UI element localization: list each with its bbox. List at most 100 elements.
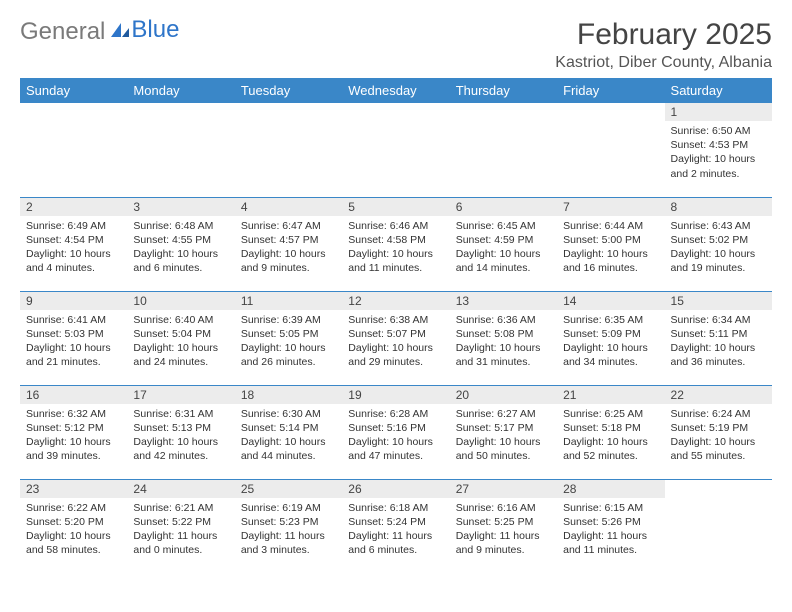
sunrise-text: Sunrise: 6:44 AM	[563, 219, 658, 233]
daylight-text: Daylight: 10 hours and 21 minutes.	[26, 341, 121, 369]
day-cell: 28Sunrise: 6:15 AMSunset: 5:26 PMDayligh…	[557, 479, 664, 573]
sunset-text: Sunset: 5:22 PM	[133, 515, 228, 529]
sunset-text: Sunset: 5:12 PM	[26, 421, 121, 435]
day-details: Sunrise: 6:32 AMSunset: 5:12 PMDaylight:…	[20, 404, 127, 468]
sunset-text: Sunset: 4:53 PM	[671, 138, 766, 152]
daylight-text: Daylight: 10 hours and 50 minutes.	[456, 435, 551, 463]
sunrise-text: Sunrise: 6:27 AM	[456, 407, 551, 421]
sunset-text: Sunset: 5:05 PM	[241, 327, 336, 341]
day-cell	[20, 103, 127, 197]
daylight-text: Daylight: 10 hours and 11 minutes.	[348, 247, 443, 275]
sunrise-text: Sunrise: 6:47 AM	[241, 219, 336, 233]
day-details: Sunrise: 6:24 AMSunset: 5:19 PMDaylight:…	[665, 404, 772, 468]
daylight-text: Daylight: 10 hours and 4 minutes.	[26, 247, 121, 275]
day-details: Sunrise: 6:27 AMSunset: 5:17 PMDaylight:…	[450, 404, 557, 468]
daylight-text: Daylight: 11 hours and 6 minutes.	[348, 529, 443, 557]
daylight-text: Daylight: 10 hours and 31 minutes.	[456, 341, 551, 369]
day-details: Sunrise: 6:39 AMSunset: 5:05 PMDaylight:…	[235, 310, 342, 374]
sunrise-text: Sunrise: 6:32 AM	[26, 407, 121, 421]
daylight-text: Daylight: 10 hours and 29 minutes.	[348, 341, 443, 369]
sunrise-text: Sunrise: 6:46 AM	[348, 219, 443, 233]
day-number: 25	[235, 480, 342, 498]
day-details: Sunrise: 6:48 AMSunset: 4:55 PMDaylight:…	[127, 216, 234, 280]
sunset-text: Sunset: 5:04 PM	[133, 327, 228, 341]
daylight-text: Daylight: 10 hours and 2 minutes.	[671, 152, 766, 180]
sunset-text: Sunset: 5:16 PM	[348, 421, 443, 435]
daylight-text: Daylight: 10 hours and 24 minutes.	[133, 341, 228, 369]
daylight-text: Daylight: 10 hours and 36 minutes.	[671, 341, 766, 369]
day-cell: 25Sunrise: 6:19 AMSunset: 5:23 PMDayligh…	[235, 479, 342, 573]
logo: General Blue	[20, 18, 179, 46]
week-row: 16Sunrise: 6:32 AMSunset: 5:12 PMDayligh…	[20, 385, 772, 479]
day-cell: 11Sunrise: 6:39 AMSunset: 5:05 PMDayligh…	[235, 291, 342, 385]
day-cell: 27Sunrise: 6:16 AMSunset: 5:25 PMDayligh…	[450, 479, 557, 573]
sunrise-text: Sunrise: 6:31 AM	[133, 407, 228, 421]
week-row: 23Sunrise: 6:22 AMSunset: 5:20 PMDayligh…	[20, 479, 772, 573]
day-details: Sunrise: 6:41 AMSunset: 5:03 PMDaylight:…	[20, 310, 127, 374]
day-cell: 5Sunrise: 6:46 AMSunset: 4:58 PMDaylight…	[342, 197, 449, 291]
sunrise-text: Sunrise: 6:40 AM	[133, 313, 228, 327]
day-details: Sunrise: 6:36 AMSunset: 5:08 PMDaylight:…	[450, 310, 557, 374]
sunset-text: Sunset: 5:25 PM	[456, 515, 551, 529]
sunrise-text: Sunrise: 6:35 AM	[563, 313, 658, 327]
day-number: 14	[557, 292, 664, 310]
day-header-row: Sunday Monday Tuesday Wednesday Thursday…	[20, 78, 772, 103]
sunrise-text: Sunrise: 6:24 AM	[671, 407, 766, 421]
sunrise-text: Sunrise: 6:25 AM	[563, 407, 658, 421]
daylight-text: Daylight: 10 hours and 42 minutes.	[133, 435, 228, 463]
day-cell: 18Sunrise: 6:30 AMSunset: 5:14 PMDayligh…	[235, 385, 342, 479]
day-number: 13	[450, 292, 557, 310]
day-cell: 1 Sunrise: 6:50 AMSunset: 4:53 PMDaylight…	[665, 103, 772, 197]
day-number: 5	[342, 198, 449, 216]
day-cell: 10Sunrise: 6:40 AMSunset: 5:04 PMDayligh…	[127, 291, 234, 385]
sunrise-text: Sunrise: 6:48 AM	[133, 219, 228, 233]
daylight-text: Daylight: 11 hours and 3 minutes.	[241, 529, 336, 557]
sunset-text: Sunset: 5:19 PM	[671, 421, 766, 435]
day-cell: 8Sunrise: 6:43 AMSunset: 5:02 PMDaylight…	[665, 197, 772, 291]
col-tue: Tuesday	[235, 78, 342, 103]
daylight-text: Daylight: 10 hours and 6 minutes.	[133, 247, 228, 275]
daylight-text: Daylight: 10 hours and 39 minutes.	[26, 435, 121, 463]
day-cell	[557, 103, 664, 197]
sunset-text: Sunset: 5:23 PM	[241, 515, 336, 529]
daylight-text: Daylight: 10 hours and 55 minutes.	[671, 435, 766, 463]
day-cell: 4Sunrise: 6:47 AMSunset: 4:57 PMDaylight…	[235, 197, 342, 291]
day-number: 1	[665, 103, 772, 121]
col-thu: Thursday	[450, 78, 557, 103]
day-details: Sunrise: 6:22 AMSunset: 5:20 PMDaylight:…	[20, 498, 127, 562]
day-number: 3	[127, 198, 234, 216]
sunrise-text: Sunrise: 6:38 AM	[348, 313, 443, 327]
day-cell: 7Sunrise: 6:44 AMSunset: 5:00 PMDaylight…	[557, 197, 664, 291]
day-details: Sunrise: 6:15 AMSunset: 5:26 PMDaylight:…	[557, 498, 664, 562]
day-details: Sunrise: 6:38 AMSunset: 5:07 PMDaylight:…	[342, 310, 449, 374]
col-wed: Wednesday	[342, 78, 449, 103]
day-details: Sunrise: 6:18 AMSunset: 5:24 PMDaylight:…	[342, 498, 449, 562]
day-details: Sunrise: 6:46 AMSunset: 4:58 PMDaylight:…	[342, 216, 449, 280]
col-sun: Sunday	[20, 78, 127, 103]
day-number: 27	[450, 480, 557, 498]
daylight-text: Daylight: 10 hours and 58 minutes.	[26, 529, 121, 557]
day-details: Sunrise: 6:45 AMSunset: 4:59 PMDaylight:…	[450, 216, 557, 280]
daylight-text: Daylight: 10 hours and 47 minutes.	[348, 435, 443, 463]
sunset-text: Sunset: 4:55 PM	[133, 233, 228, 247]
sunrise-text: Sunrise: 6:41 AM	[26, 313, 121, 327]
sunset-text: Sunset: 4:59 PM	[456, 233, 551, 247]
sunset-text: Sunset: 5:13 PM	[133, 421, 228, 435]
daylight-text: Daylight: 10 hours and 44 minutes.	[241, 435, 336, 463]
day-cell: 15Sunrise: 6:34 AMSunset: 5:11 PMDayligh…	[665, 291, 772, 385]
sunrise-text: Sunrise: 6:34 AM	[671, 313, 766, 327]
sunset-text: Sunset: 5:08 PM	[456, 327, 551, 341]
col-fri: Friday	[557, 78, 664, 103]
day-cell	[665, 479, 772, 573]
sunrise-text: Sunrise: 6:39 AM	[241, 313, 336, 327]
day-details: Sunrise: 6:44 AMSunset: 5:00 PMDaylight:…	[557, 216, 664, 280]
day-number: 15	[665, 292, 772, 310]
sunrise-text: Sunrise: 6:50 AM	[671, 124, 766, 138]
week-row: 1 Sunrise: 6:50 AMSunset: 4:53 PMDaylight…	[20, 103, 772, 197]
day-details: Sunrise: 6:30 AMSunset: 5:14 PMDaylight:…	[235, 404, 342, 468]
day-number: 19	[342, 386, 449, 404]
sunrise-text: Sunrise: 6:16 AM	[456, 501, 551, 515]
calendar-body: 1Sunrise: 6:50 AMSunset: 4:53 PMDaylight…	[20, 103, 772, 573]
day-cell	[235, 103, 342, 197]
day-number: 21	[557, 386, 664, 404]
